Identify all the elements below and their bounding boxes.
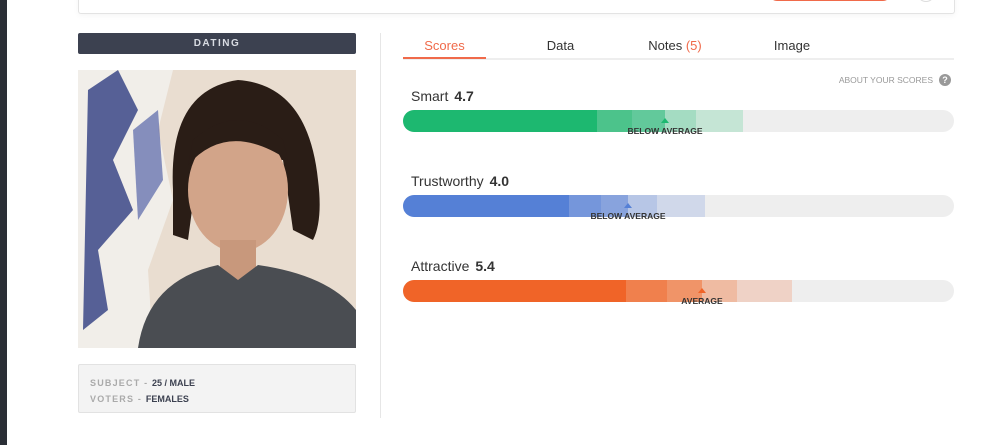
subject-value: 25 / MALE xyxy=(152,378,196,388)
score-bar-segment xyxy=(403,280,626,302)
subject-info: SUBJECT - 25 / MALE VOTERS - FEMALES xyxy=(78,364,356,413)
score-bar xyxy=(403,110,954,132)
average-marker-icon xyxy=(698,288,706,293)
rating-label: AVERAGE xyxy=(681,296,723,306)
score-bar-segment xyxy=(626,280,667,302)
question-circle-icon[interactable]: ? xyxy=(939,74,951,86)
score-bar-segment xyxy=(569,195,601,217)
score-bar-segment xyxy=(632,110,665,132)
score-trustworthy: Trustworthy 4.0 BELOW AVERAGE xyxy=(403,173,954,221)
score-bar-segment xyxy=(696,110,743,132)
score-value: 4.7 xyxy=(454,88,474,104)
tab-image[interactable]: Image xyxy=(773,38,811,53)
score-value: 5.4 xyxy=(475,258,495,274)
score-bar xyxy=(403,280,954,302)
score-label: Trustworthy 4.0 xyxy=(411,173,510,189)
score-value: 4.0 xyxy=(489,173,510,189)
score-bar-segment xyxy=(702,280,737,302)
score-bar-segment xyxy=(597,110,632,132)
tab-data[interactable]: Data xyxy=(546,38,575,53)
notes-count: (5) xyxy=(685,38,702,53)
rating-label: BELOW AVERAGE xyxy=(590,211,666,221)
subject-photo xyxy=(78,70,356,348)
score-smart: Smart 4.7 BELOW AVERAGE xyxy=(403,88,954,136)
score-bar-segment xyxy=(403,110,597,132)
tab-scores[interactable]: Scores xyxy=(424,38,465,53)
tab-bar: Scores Data Notes (5) Image xyxy=(403,35,954,60)
score-bar-segment xyxy=(657,195,705,217)
about-scores-link[interactable]: ABOUT YOUR SCORES ? xyxy=(839,74,951,86)
top-action-button[interactable] xyxy=(769,0,891,1)
score-bar-segment xyxy=(665,110,696,132)
score-label: Smart 4.7 xyxy=(411,88,474,104)
background-window-edge xyxy=(0,0,7,445)
category-badge: DATING xyxy=(78,33,356,54)
average-marker-icon xyxy=(661,118,669,123)
score-bar-segment xyxy=(403,195,569,217)
active-tab-indicator xyxy=(403,57,486,59)
top-card xyxy=(78,0,955,14)
score-bar-segment xyxy=(628,195,657,217)
score-bar-segment xyxy=(667,280,702,302)
column-divider xyxy=(380,33,381,418)
voters-value: FEMALES xyxy=(145,394,189,404)
top-circle-button[interactable] xyxy=(917,0,935,2)
score-bar-segment xyxy=(737,280,792,302)
score-label: Attractive 5.4 xyxy=(411,258,495,274)
score-attractive: Attractive 5.4 AVERAGE xyxy=(403,258,954,306)
score-bar-segment xyxy=(601,195,628,217)
tab-notes[interactable]: Notes (5) xyxy=(648,38,702,53)
score-bar xyxy=(403,195,954,217)
average-marker-icon xyxy=(624,203,632,208)
rating-label: BELOW AVERAGE xyxy=(627,126,703,136)
